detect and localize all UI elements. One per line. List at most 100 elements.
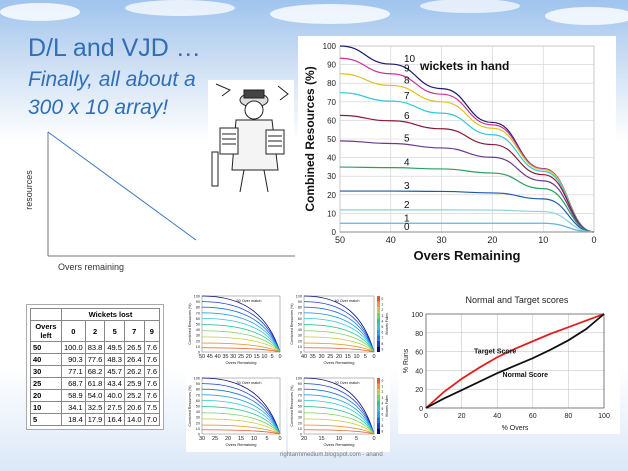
series-label-9: 9 <box>404 64 410 75</box>
table-cell: 43.4 <box>104 377 125 390</box>
legend-swatch-8 <box>377 422 380 429</box>
table-cell: 45.7 <box>104 365 125 378</box>
legend-swatch-0 <box>377 378 380 384</box>
plot-area <box>303 377 375 435</box>
table-cell: 83.8 <box>84 341 106 354</box>
y-axis-label: Combined Resources (%) <box>290 303 294 344</box>
table-row: 10 34.1 32.5 27.5 20.6 7.5 <box>30 401 161 414</box>
resource-curve-8 <box>303 424 375 435</box>
x-tick-label: 50 <box>335 235 345 245</box>
legend-swatch-1 <box>377 383 380 390</box>
legend-swatch-0 <box>377 296 380 302</box>
series-line-3 <box>339 190 595 233</box>
x-tick-label: 80 <box>565 413 573 420</box>
x-tick-label: 15 <box>254 354 260 360</box>
x-tick-label: 0 <box>372 354 375 360</box>
y-tick-label: 40 <box>415 368 423 375</box>
x-tick-label: 15 <box>345 354 351 360</box>
resource-curve-4 <box>201 400 281 435</box>
x-axis-label: Overs Remaining <box>324 442 355 447</box>
x-tick-label: 20 <box>458 413 466 420</box>
y-tick-label: 60 <box>327 116 336 125</box>
table-cell: 25.2 <box>123 389 145 402</box>
y-tick-label: 60 <box>196 317 200 321</box>
legend-value-4: 4 <box>382 319 384 323</box>
resource-curve-6 <box>201 330 281 353</box>
resource-curve-4 <box>303 318 375 353</box>
resource-curve-9 <box>201 347 281 353</box>
slide-title: D/L and VJD … <box>28 34 201 62</box>
resource-curve-6 <box>303 330 375 353</box>
legend-swatch-2 <box>377 389 380 395</box>
legend-value-0: 0 <box>382 297 384 301</box>
resource-curve-9 <box>303 429 375 435</box>
legend-value-5: 5 <box>382 407 384 411</box>
table-cell: 7.6 <box>143 365 161 378</box>
x-tick-label: 25 <box>238 354 244 360</box>
legend-swatch-8 <box>377 340 380 347</box>
normal-target-chart: Normal and Target scores 0 20 40 60 80 100 0 20 4… <box>403 295 610 432</box>
y-tick-label: 40 <box>327 154 336 163</box>
resource-curve-4 <box>201 318 281 353</box>
y-tick-label: 80 <box>415 331 423 338</box>
table-row: 30 77.1 68.2 45.7 26.2 7.6 <box>30 365 161 378</box>
resource-curve-4 <box>303 400 375 435</box>
table-cell: 18.4 <box>60 413 86 426</box>
y-tick-label: 70 <box>327 98 336 107</box>
table-cell: 7.5 <box>143 401 161 414</box>
x-tick-label: 20 <box>246 354 252 360</box>
x-tick-label: 30 <box>318 354 324 360</box>
x-tick-label: 50 <box>199 354 205 360</box>
legend-swatch-1 <box>377 301 380 308</box>
row-label: 25 <box>30 377 62 390</box>
table-row: 5 18.4 17.9 16.4 14.0 7.0 <box>30 413 161 426</box>
y-tick-label: 90 <box>298 382 302 386</box>
resource-curve-5 <box>303 406 375 435</box>
series-line-6 <box>339 114 595 233</box>
y-tick-label: 10 <box>196 345 200 349</box>
x-tick-label: 40 <box>301 354 307 360</box>
y-tick-label: 60 <box>196 399 200 403</box>
series-line-8 <box>339 73 595 233</box>
table-cell: 7.6 <box>143 353 161 366</box>
series-label-4: 4 <box>404 158 410 169</box>
slide-subtitle-2: 300 x 10 array! <box>28 96 169 119</box>
target-score-label: Target Score <box>474 348 516 355</box>
resource-curve-1 <box>303 383 375 435</box>
resource-curve-1 <box>303 301 375 353</box>
x-tick-label: 30 <box>437 235 447 245</box>
table-cell: 34.1 <box>60 401 86 414</box>
table-cell: 100.0 <box>60 341 86 354</box>
table-cell: 7.6 <box>143 389 161 402</box>
plot-area <box>201 377 281 435</box>
resource-curve-7 <box>303 418 375 435</box>
legend-swatch-4 <box>377 318 380 324</box>
table-row: 40 90.3 77.6 48.3 26.4 7.6 <box>30 353 161 366</box>
wickets-table: Wickets lost Overs left 0 2 5 7 9 50 100.0 83.8 4… <box>30 308 161 426</box>
row-label: 20 <box>30 389 62 402</box>
resource-curve-9 <box>201 429 281 435</box>
y-axis-label: Combined Resources (%) <box>290 385 294 426</box>
resource-curve-6 <box>201 412 281 435</box>
series-label-7: 7 <box>404 91 410 102</box>
x-tick-label: 5 <box>355 436 358 442</box>
legend-swatch-2 <box>377 307 380 313</box>
legend-value-9: 9 <box>382 429 384 433</box>
y-tick-label: 80 <box>298 388 302 392</box>
cartoon-umpire-illustration <box>208 80 294 198</box>
series-line-target-score <box>425 313 605 409</box>
y-tick-label: 100 <box>323 42 337 51</box>
sketch-line <box>47 131 197 241</box>
x-tick-label: 60 <box>529 413 537 420</box>
table-cell: 58.9 <box>60 389 86 402</box>
table-cell: 68.2 <box>84 365 106 378</box>
wickets-table-panel: Wickets lost Overs left 0 2 5 7 9 50 100.0 83.8 4… <box>26 304 164 430</box>
y-tick-label: 0 <box>198 433 200 437</box>
x-tick-label: 20 <box>487 235 497 245</box>
y-tick-label: 20 <box>415 387 423 394</box>
table-cell: 68.7 <box>60 377 86 390</box>
resource-curve-3 <box>201 394 281 435</box>
sketch-ylabel: resources <box>24 170 34 210</box>
